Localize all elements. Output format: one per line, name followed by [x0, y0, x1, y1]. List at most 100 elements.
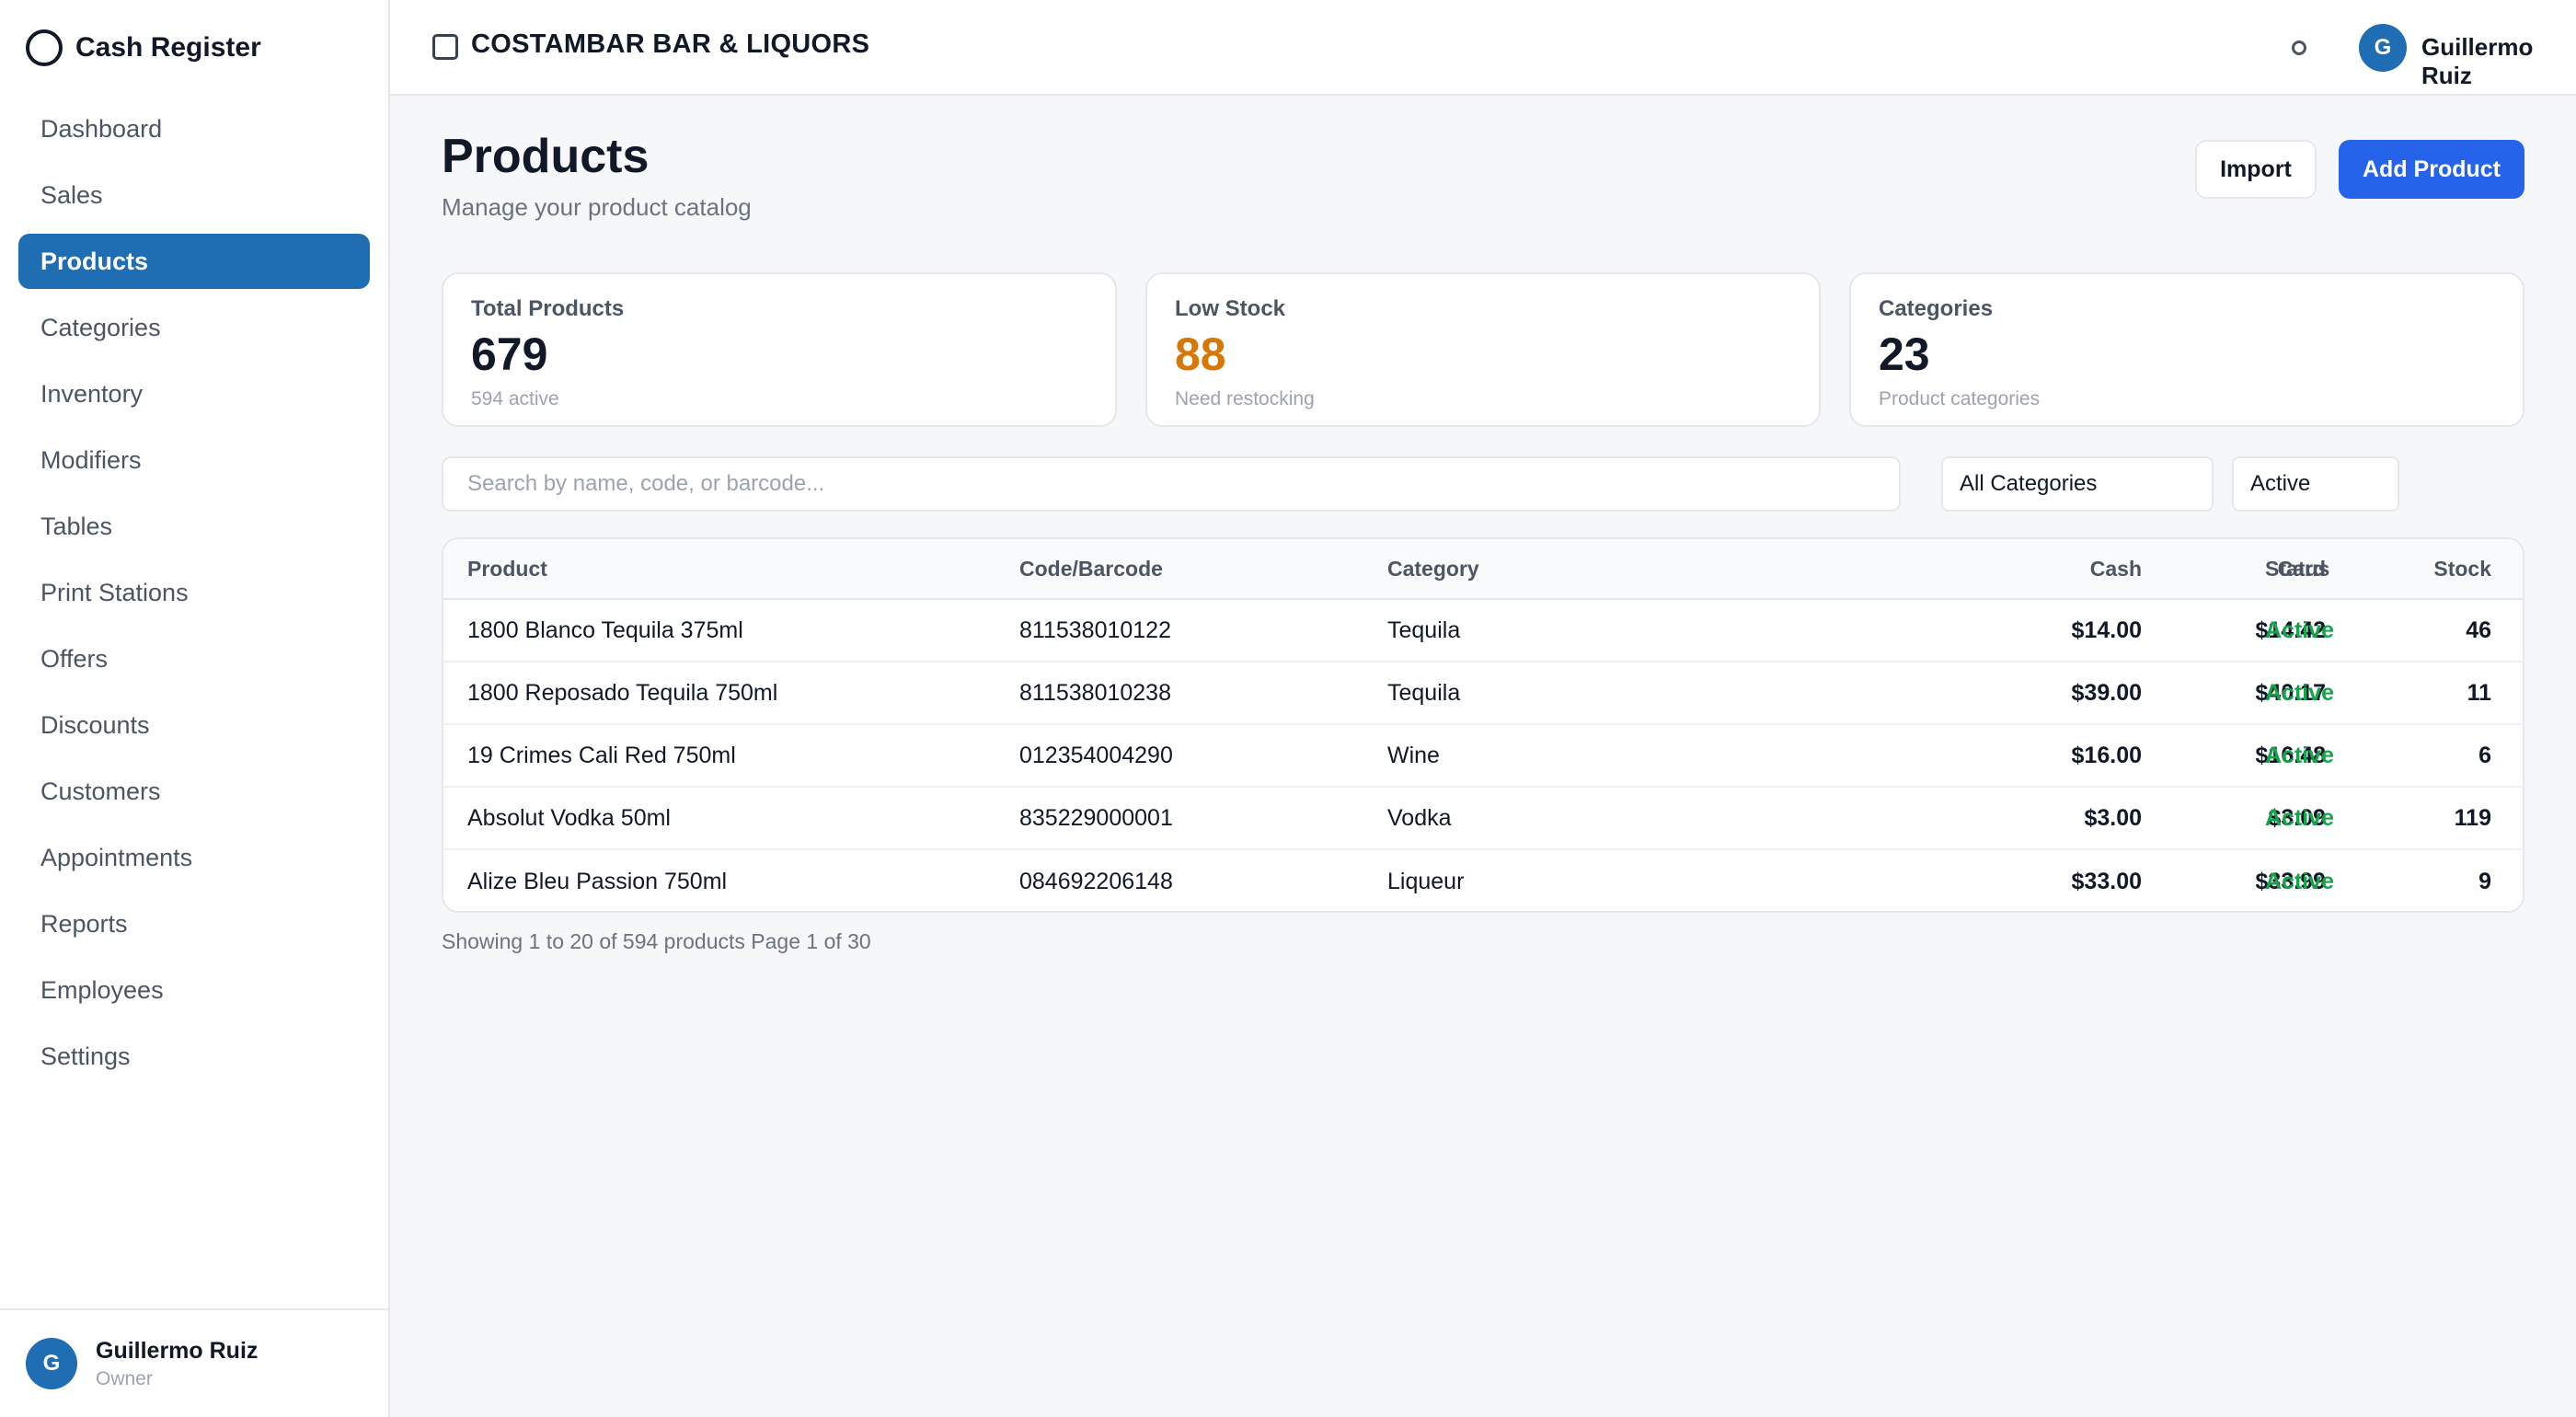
- cell-cash: $3.00: [2084, 804, 2142, 831]
- stat-note: 594 active: [471, 388, 559, 409]
- status-badge: Active: [2265, 868, 2335, 894]
- column-header-product[interactable]: Product: [467, 556, 547, 581]
- column-header-stock[interactable]: Stock: [2433, 556, 2491, 581]
- table-row[interactable]: 1800 Reposado Tequila 750ml 811538010238…: [443, 662, 2523, 725]
- table-row[interactable]: 19 Crimes Cali Red 750ml 012354004290 Wi…: [443, 725, 2523, 788]
- header-avatar[interactable]: G: [2359, 24, 2407, 72]
- status-dot-icon: [2292, 40, 2306, 55]
- table-header: Product Code/Barcode Category Cash Card …: [443, 539, 2523, 600]
- cell-card: $3.09: [2268, 804, 2326, 831]
- cell-category: Tequila: [1387, 679, 1461, 706]
- sidebar-item-products[interactable]: Products: [18, 234, 370, 289]
- brand-logo-icon: [26, 29, 63, 66]
- sidebar-item-appointments[interactable]: Appointments: [40, 843, 193, 871]
- status-select[interactable]: Active: [2232, 456, 2399, 512]
- cell-code: 012354004290: [1019, 742, 1173, 768]
- sidebar-item-settings[interactable]: Settings: [40, 1042, 131, 1070]
- table-row[interactable]: Absolut Vodka 50ml 835229000001 Vodka $3…: [443, 788, 2523, 850]
- cell-card: $33.99: [2255, 868, 2326, 894]
- stat-card-total-products: Total Products 679 594 active: [442, 272, 1117, 427]
- cell-category: Liqueur: [1387, 868, 1465, 894]
- sidebar-item-reports[interactable]: Reports: [40, 909, 128, 938]
- stat-note: Need restocking: [1175, 388, 1315, 409]
- avatar: G: [26, 1338, 77, 1389]
- cell-cash: $16.00: [2071, 742, 2142, 768]
- category-select[interactable]: All Categories: [1941, 456, 2214, 512]
- stat-value: 679: [471, 328, 548, 380]
- stat-label: Categories: [1879, 296, 1994, 321]
- top-bar: COSTAMBAR BAR & LIQUORS G Guillermo Ruiz: [390, 0, 2576, 96]
- status-badge: Active: [2265, 742, 2335, 768]
- import-button[interactable]: Import: [2195, 140, 2317, 199]
- cell-code: 811538010238: [1019, 679, 1171, 706]
- search-input[interactable]: [442, 456, 1901, 512]
- table-row[interactable]: 1800 Blanco Tequila 375ml 811538010122 T…: [443, 600, 2523, 662]
- sidebar-item-offers[interactable]: Offers: [40, 644, 109, 673]
- cell-product: Absolut Vodka 50ml: [467, 804, 671, 831]
- cell-cash: $39.00: [2071, 679, 2142, 706]
- cell-cash: $33.00: [2071, 868, 2142, 894]
- cell-category: Tequila: [1387, 616, 1461, 643]
- cell-cash: $14.00: [2071, 616, 2142, 643]
- sidebar-user[interactable]: G Guillermo Ruiz Owner: [0, 1308, 388, 1417]
- stat-label: Low Stock: [1175, 296, 1286, 321]
- sidebar-user-role: Owner: [96, 1367, 153, 1389]
- add-product-button[interactable]: Add Product: [2339, 140, 2524, 199]
- sidebar-item-customers[interactable]: Customers: [40, 777, 161, 805]
- sidebar-item-sales[interactable]: Sales: [40, 180, 103, 209]
- cell-stock: 119: [2454, 804, 2491, 831]
- sidebar-item-categories[interactable]: Categories: [40, 313, 161, 341]
- stat-value: 23: [1879, 328, 1930, 380]
- column-header-cash[interactable]: Cash: [2089, 556, 2142, 581]
- stat-card-low-stock: Low Stock 88 Need restocking: [1145, 272, 1821, 427]
- sidebar-user-name: Guillermo Ruiz: [96, 1337, 259, 1364]
- column-header-code[interactable]: Code/Barcode: [1019, 556, 1163, 581]
- sidebar-item-print-stations[interactable]: Print Stations: [40, 578, 189, 606]
- status-badge: Active: [2265, 616, 2335, 643]
- sidebar-item-tables[interactable]: Tables: [40, 512, 113, 540]
- cell-stock: 11: [2467, 679, 2491, 706]
- cell-card: $40.17: [2255, 679, 2326, 706]
- cell-product: 19 Crimes Cali Red 750ml: [467, 742, 736, 768]
- store-name: COSTAMBAR BAR & LIQUORS: [471, 29, 870, 59]
- status-badge: Active: [2265, 679, 2335, 706]
- cell-code: 084692206148: [1019, 868, 1173, 894]
- cell-category: Vodka: [1387, 804, 1452, 831]
- header-user-name[interactable]: Guillermo Ruiz: [2421, 33, 2534, 89]
- stat-label: Total Products: [471, 296, 625, 321]
- cell-category: Wine: [1387, 742, 1440, 768]
- pagination-info: Showing 1 to 20 of 594 products Page 1 o…: [442, 929, 871, 953]
- stat-card-categories: Categories 23 Product categories: [1849, 272, 2524, 427]
- store-checkbox-icon[interactable]: [432, 34, 458, 60]
- stat-value: 88: [1175, 328, 1226, 380]
- sidebar-item-modifiers[interactable]: Modifiers: [40, 445, 142, 474]
- sidebar: Cash Register Dashboard Sales Products C…: [0, 0, 390, 1417]
- column-header-card[interactable]: Card: [2277, 556, 2326, 581]
- sidebar-item-dashboard[interactable]: Dashboard: [40, 114, 163, 143]
- page-subtitle: Manage your product catalog: [442, 193, 752, 221]
- status-badge: Active: [2265, 804, 2335, 831]
- sidebar-item-inventory[interactable]: Inventory: [40, 379, 144, 408]
- app-title: Cash Register: [75, 32, 261, 63]
- cell-product: 1800 Reposado Tequila 750ml: [467, 679, 778, 706]
- sidebar-nav: Dashboard Sales Products Categories Inve…: [0, 101, 388, 1084]
- page-title: Products: [442, 130, 650, 183]
- cell-card: $14.42: [2255, 616, 2326, 643]
- products-table: Product Code/Barcode Category Cash Card …: [442, 537, 2524, 913]
- cell-code: 835229000001: [1019, 804, 1173, 831]
- table-row[interactable]: Alize Bleu Passion 750ml 084692206148 Li…: [443, 850, 2523, 911]
- sidebar-user-info: Guillermo Ruiz Owner: [96, 1338, 258, 1390]
- cell-card: $16.48: [2255, 742, 2326, 768]
- cell-product: 1800 Blanco Tequila 375ml: [467, 616, 743, 643]
- cell-stock: 46: [2466, 616, 2491, 643]
- column-header-category[interactable]: Category: [1387, 556, 1479, 581]
- column-header-status[interactable]: Status: [2265, 556, 2330, 581]
- cell-product: Alize Bleu Passion 750ml: [467, 868, 728, 894]
- cell-code: 811538010122: [1019, 616, 1171, 643]
- cell-stock: 9: [2478, 868, 2491, 894]
- sidebar-item-discounts[interactable]: Discounts: [40, 710, 150, 739]
- brand[interactable]: Cash Register: [0, 0, 388, 96]
- cell-stock: 6: [2478, 742, 2491, 768]
- sidebar-item-employees[interactable]: Employees: [40, 975, 164, 1004]
- stat-note: Product categories: [1879, 388, 2041, 409]
